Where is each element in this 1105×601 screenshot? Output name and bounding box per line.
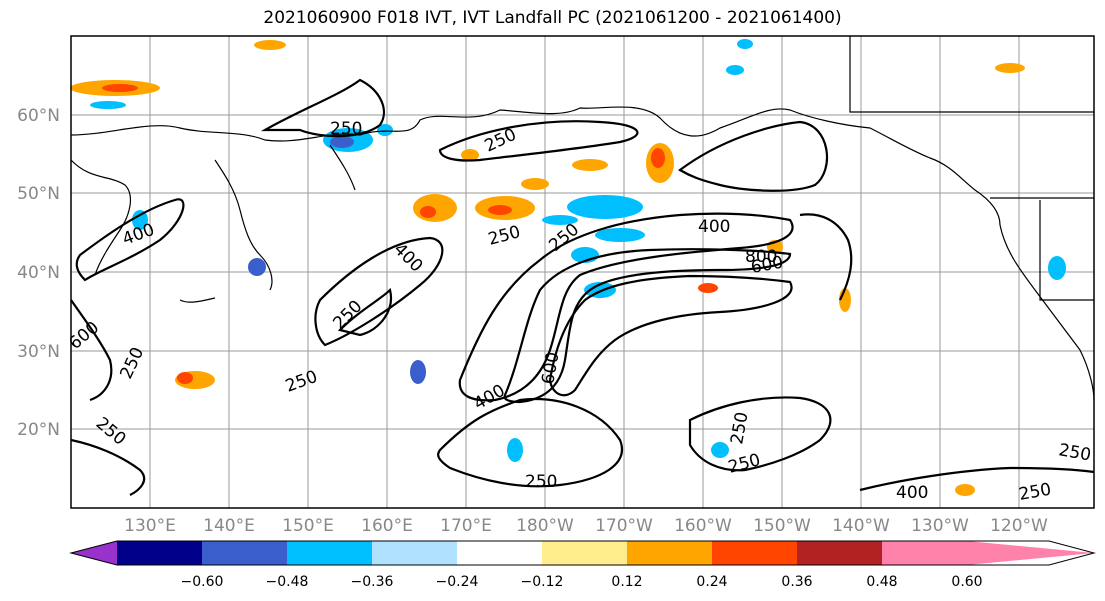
lon-label: 160°W bbox=[674, 516, 732, 536]
shade-blob bbox=[572, 159, 608, 171]
colorbar-segment bbox=[457, 541, 542, 565]
shade-blob bbox=[726, 65, 744, 75]
chart-title: 2021060900 F018 IVT, IVT Landfall PC (20… bbox=[263, 8, 842, 28]
shade-blob bbox=[330, 136, 354, 148]
shade-blob bbox=[737, 39, 753, 49]
shade-blob bbox=[584, 282, 616, 298]
shade-blob bbox=[651, 148, 665, 168]
ivt-contours bbox=[70, 78, 1095, 496]
colorbar-segment bbox=[287, 541, 372, 565]
colorbar-tick-label: 0.12 bbox=[611, 574, 642, 590]
lon-label: 160°E bbox=[361, 516, 413, 536]
shade-blob bbox=[567, 195, 643, 219]
graticule bbox=[71, 36, 1094, 508]
colorbar-tick-label: −0.12 bbox=[521, 574, 564, 590]
colorbar-tick-label: −0.48 bbox=[266, 574, 309, 590]
shade-blob bbox=[698, 283, 718, 293]
shade-blob bbox=[461, 149, 479, 161]
lon-label: 170°E bbox=[440, 516, 492, 536]
shade-blob bbox=[521, 178, 549, 190]
shade-blob bbox=[132, 210, 148, 230]
shade-blob bbox=[488, 205, 512, 215]
lon-label: 120°W bbox=[990, 516, 1048, 536]
colorbar-segment bbox=[882, 541, 967, 565]
lon-label: 180°W bbox=[516, 516, 574, 536]
lon-label: 130°E bbox=[124, 516, 176, 536]
longitude-labels: 130°E 140°E 150°E 160°E 170°E 180°W 170°… bbox=[124, 516, 1048, 536]
colorbar-tick-label: 0.48 bbox=[866, 574, 897, 590]
shade-blob bbox=[248, 258, 266, 276]
shade-blob bbox=[410, 360, 426, 384]
lon-label: 140°W bbox=[832, 516, 890, 536]
shade-blob bbox=[595, 228, 645, 242]
shade-blob bbox=[102, 84, 138, 92]
colorbar-segment bbox=[627, 541, 712, 565]
colorbar-outline bbox=[69, 540, 1096, 566]
lon-label: 150°W bbox=[753, 516, 811, 536]
contour-label-250: 250 bbox=[525, 472, 557, 492]
contour-label-800: 800 bbox=[745, 247, 777, 267]
lat-label: 30°N bbox=[17, 342, 60, 362]
colorbar-tick-label: −0.24 bbox=[436, 574, 479, 590]
colorbar-segment bbox=[202, 541, 287, 565]
contour-label-250: 250 bbox=[330, 119, 362, 139]
shade-blob bbox=[507, 438, 523, 462]
shade-blob bbox=[711, 442, 729, 458]
colorbar-tick-label: 0.36 bbox=[781, 574, 812, 590]
map-frame bbox=[70, 35, 1095, 509]
colorbar-tick-label: −0.36 bbox=[351, 574, 394, 590]
shade-blob bbox=[995, 63, 1025, 73]
colorbar-segment bbox=[712, 541, 797, 565]
colorbar-extend-high bbox=[967, 541, 1094, 565]
colorbar-segment bbox=[797, 541, 882, 565]
contour-label-400: 400 bbox=[896, 483, 928, 503]
colorbar-extend-low bbox=[71, 541, 117, 565]
shade-blob bbox=[413, 194, 457, 222]
contour-label-400: 400 bbox=[698, 217, 730, 237]
shade-blob bbox=[420, 206, 436, 218]
lat-label: 20°N bbox=[17, 420, 60, 440]
coastlines bbox=[70, 36, 1095, 401]
colorbar-tick-label: 0.60 bbox=[951, 574, 982, 590]
shade-blob bbox=[377, 124, 393, 136]
colorbar-segment bbox=[117, 541, 202, 565]
lat-label: 40°N bbox=[17, 263, 60, 283]
shade-blob bbox=[177, 372, 193, 384]
ivt-pc-shading bbox=[70, 39, 1066, 496]
colorbar-segment bbox=[542, 541, 627, 565]
shade-blob bbox=[1048, 256, 1066, 280]
colorbar-tick-label: −0.60 bbox=[181, 574, 224, 590]
lon-label: 150°E bbox=[282, 516, 334, 536]
colorbar: −0.60 −0.48 −0.36 −0.24 −0.12 0.12 0.24 … bbox=[69, 540, 1096, 590]
shade-blob bbox=[542, 215, 578, 225]
shade-blob bbox=[90, 101, 126, 109]
latitude-labels: 60°N 50°N 40°N 30°N 20°N bbox=[17, 106, 60, 440]
colorbar-tick-label: 0.24 bbox=[696, 574, 727, 590]
lat-label: 50°N bbox=[17, 184, 60, 204]
lon-label: 170°W bbox=[595, 516, 653, 536]
colorbar-segment bbox=[372, 541, 457, 565]
lon-label: 130°W bbox=[911, 516, 969, 536]
shade-blob bbox=[955, 484, 975, 496]
lon-label: 140°E bbox=[203, 516, 255, 536]
lat-label: 60°N bbox=[17, 106, 60, 126]
shade-blob bbox=[254, 40, 286, 50]
